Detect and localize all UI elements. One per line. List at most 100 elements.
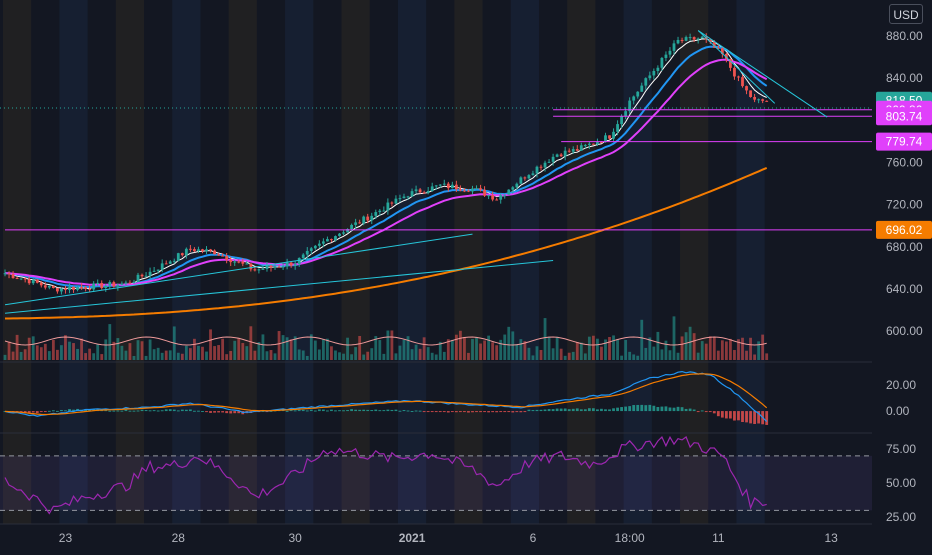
candle-body[interactable]	[354, 222, 358, 225]
candle-body[interactable]	[277, 266, 281, 268]
candle-body[interactable]	[761, 99, 765, 101]
candle-body[interactable]	[205, 249, 208, 252]
candle-body[interactable]	[712, 42, 716, 48]
candle-body[interactable]	[273, 266, 277, 268]
candle-body[interactable]	[201, 249, 204, 252]
candle-body[interactable]	[450, 184, 454, 189]
candle-body[interactable]	[765, 100, 769, 102]
candle-body[interactable]	[656, 67, 660, 71]
candle-body[interactable]	[350, 224, 353, 230]
candle-body[interactable]	[454, 184, 458, 190]
candle-body[interactable]	[640, 85, 644, 92]
candle-body[interactable]	[587, 143, 591, 145]
candle-body[interactable]	[434, 185, 438, 187]
candle-body[interactable]	[116, 284, 120, 287]
candle-body[interactable]	[749, 90, 752, 97]
candle-body[interactable]	[523, 177, 527, 179]
candle-body[interactable]	[426, 190, 430, 193]
candle-body[interactable]	[144, 275, 148, 277]
candle-body[interactable]	[741, 77, 744, 87]
candle-body[interactable]	[555, 154, 559, 157]
candle-body[interactable]	[193, 249, 196, 252]
candle-body[interactable]	[531, 173, 535, 176]
candle-body[interactable]	[213, 250, 216, 255]
candle-body[interactable]	[7, 273, 11, 275]
candle-body[interactable]	[535, 166, 539, 174]
candle-body[interactable]	[285, 262, 289, 267]
candle-body[interactable]	[3, 273, 7, 275]
candle-body[interactable]	[72, 286, 75, 290]
candle-body[interactable]	[112, 282, 116, 287]
candle-body[interactable]	[64, 288, 67, 290]
candle-body[interactable]	[660, 57, 664, 68]
candle-body[interactable]	[176, 253, 180, 261]
candle-body[interactable]	[100, 282, 104, 289]
candle-body[interactable]	[374, 212, 378, 216]
candle-body[interactable]	[467, 190, 470, 192]
candle-body[interactable]	[672, 43, 676, 51]
candle-body[interactable]	[249, 263, 253, 270]
candle-body[interactable]	[188, 248, 192, 250]
candle-body[interactable]	[422, 192, 426, 194]
candle-body[interactable]	[563, 150, 567, 157]
candle-body[interactable]	[297, 258, 301, 265]
candle-body[interactable]	[459, 189, 462, 191]
trendline[interactable]	[4, 260, 554, 314]
candle-body[interactable]	[378, 210, 382, 213]
candle-body[interactable]	[281, 266, 285, 268]
candle-body[interactable]	[321, 241, 325, 244]
candle-body[interactable]	[330, 239, 333, 241]
candle-body[interactable]	[96, 282, 100, 284]
candle-body[interactable]	[511, 187, 515, 190]
candle-body[interactable]	[402, 196, 406, 199]
candle-body[interactable]	[604, 135, 607, 143]
candle-body[interactable]	[414, 189, 418, 192]
candle-body[interactable]	[499, 195, 503, 200]
candle-body[interactable]	[668, 50, 672, 55]
candle-body[interactable]	[43, 285, 47, 288]
candle-body[interactable]	[346, 229, 349, 233]
candle-body[interactable]	[571, 149, 575, 152]
candle-body[interactable]	[140, 274, 144, 277]
candle-body[interactable]	[68, 286, 71, 290]
candle-body[interactable]	[51, 285, 55, 288]
candle-body[interactable]	[241, 261, 245, 264]
candle-body[interactable]	[317, 243, 321, 246]
candle-body[interactable]	[418, 189, 422, 193]
candle-body[interactable]	[217, 254, 221, 256]
candle-body[interactable]	[680, 39, 684, 41]
candle-body[interactable]	[338, 233, 341, 237]
candle-body[interactable]	[527, 175, 531, 179]
candle-body[interactable]	[342, 232, 345, 234]
candle-body[interactable]	[172, 260, 176, 262]
candle-body[interactable]	[92, 283, 96, 290]
candle-body[interactable]	[596, 142, 599, 145]
candle-body[interactable]	[168, 261, 172, 264]
candle-body[interactable]	[503, 194, 507, 196]
candle-body[interactable]	[76, 287, 79, 290]
candle-body[interactable]	[648, 75, 652, 79]
candle-body[interactable]	[334, 236, 337, 241]
candle-body[interactable]	[700, 36, 704, 39]
candle-body[interactable]	[519, 177, 523, 184]
candle-body[interactable]	[471, 188, 474, 192]
candle-body[interactable]	[753, 96, 756, 100]
candle-body[interactable]	[620, 116, 624, 125]
candle-body[interactable]	[309, 248, 313, 251]
candle-body[interactable]	[104, 285, 108, 289]
candle-body[interactable]	[225, 255, 229, 261]
candle-body[interactable]	[583, 144, 587, 146]
candle-body[interactable]	[708, 39, 712, 43]
candle-body[interactable]	[463, 190, 466, 192]
candle-body[interactable]	[410, 191, 414, 197]
candle-body[interactable]	[628, 100, 632, 112]
candle-body[interactable]	[15, 278, 19, 280]
trendline[interactable]	[697, 30, 828, 118]
candle-body[interactable]	[636, 91, 640, 97]
candle-body[interactable]	[84, 287, 88, 289]
candlesticks[interactable]	[3, 33, 769, 295]
candle-body[interactable]	[60, 288, 63, 292]
candle-body[interactable]	[737, 76, 740, 78]
candle-body[interactable]	[160, 263, 164, 270]
candle-body[interactable]	[136, 274, 140, 282]
